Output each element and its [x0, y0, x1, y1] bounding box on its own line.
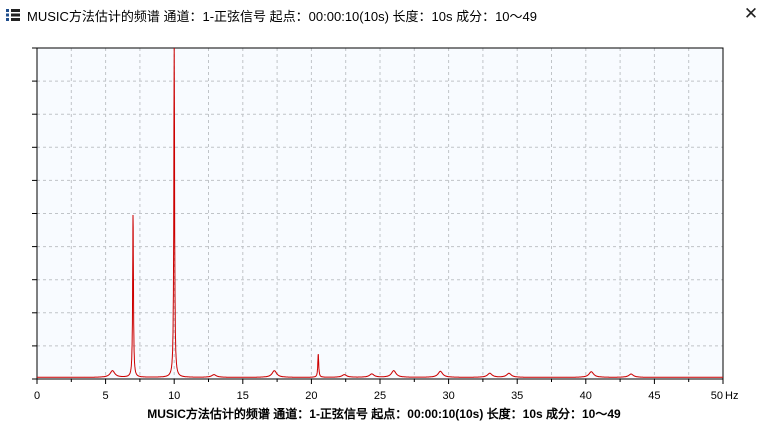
x-tick-label: 50 — [711, 390, 723, 402]
x-tick-label: 5 — [103, 390, 109, 402]
x-tick-label: 40 — [580, 390, 592, 402]
x-tick-label: 25 — [374, 390, 386, 402]
spectrum-chart: 0 5 10 15 20 25 30 35 40 45 50 Hz — [32, 47, 738, 402]
close-icon[interactable]: ✕ — [743, 4, 759, 23]
x-tick-label: 15 — [237, 390, 249, 402]
title-bar: MUSIC方法估计的频谱 通道：1-正弦信号 起点：00:00:10(10s) … — [0, 0, 768, 30]
window-title: MUSIC方法估计的频谱 通道：1-正弦信号 起点：00:00:10(10s) … — [27, 8, 537, 24]
x-tick-label: 30 — [442, 390, 454, 402]
list-icon — [6, 9, 20, 21]
x-tick-label: 10 — [168, 390, 180, 402]
chart-caption: MUSIC方法估计的频谱 通道：1-正弦信号 起点：00:00:10(10s) … — [147, 407, 621, 421]
x-tick-label: 0 — [34, 390, 40, 402]
x-tick-label: 45 — [648, 390, 660, 402]
x-tick-label: 20 — [305, 390, 317, 402]
x-tick-label: 35 — [511, 390, 523, 402]
spectrum-line — [37, 47, 723, 378]
x-axis-label: Hz — [725, 390, 738, 402]
